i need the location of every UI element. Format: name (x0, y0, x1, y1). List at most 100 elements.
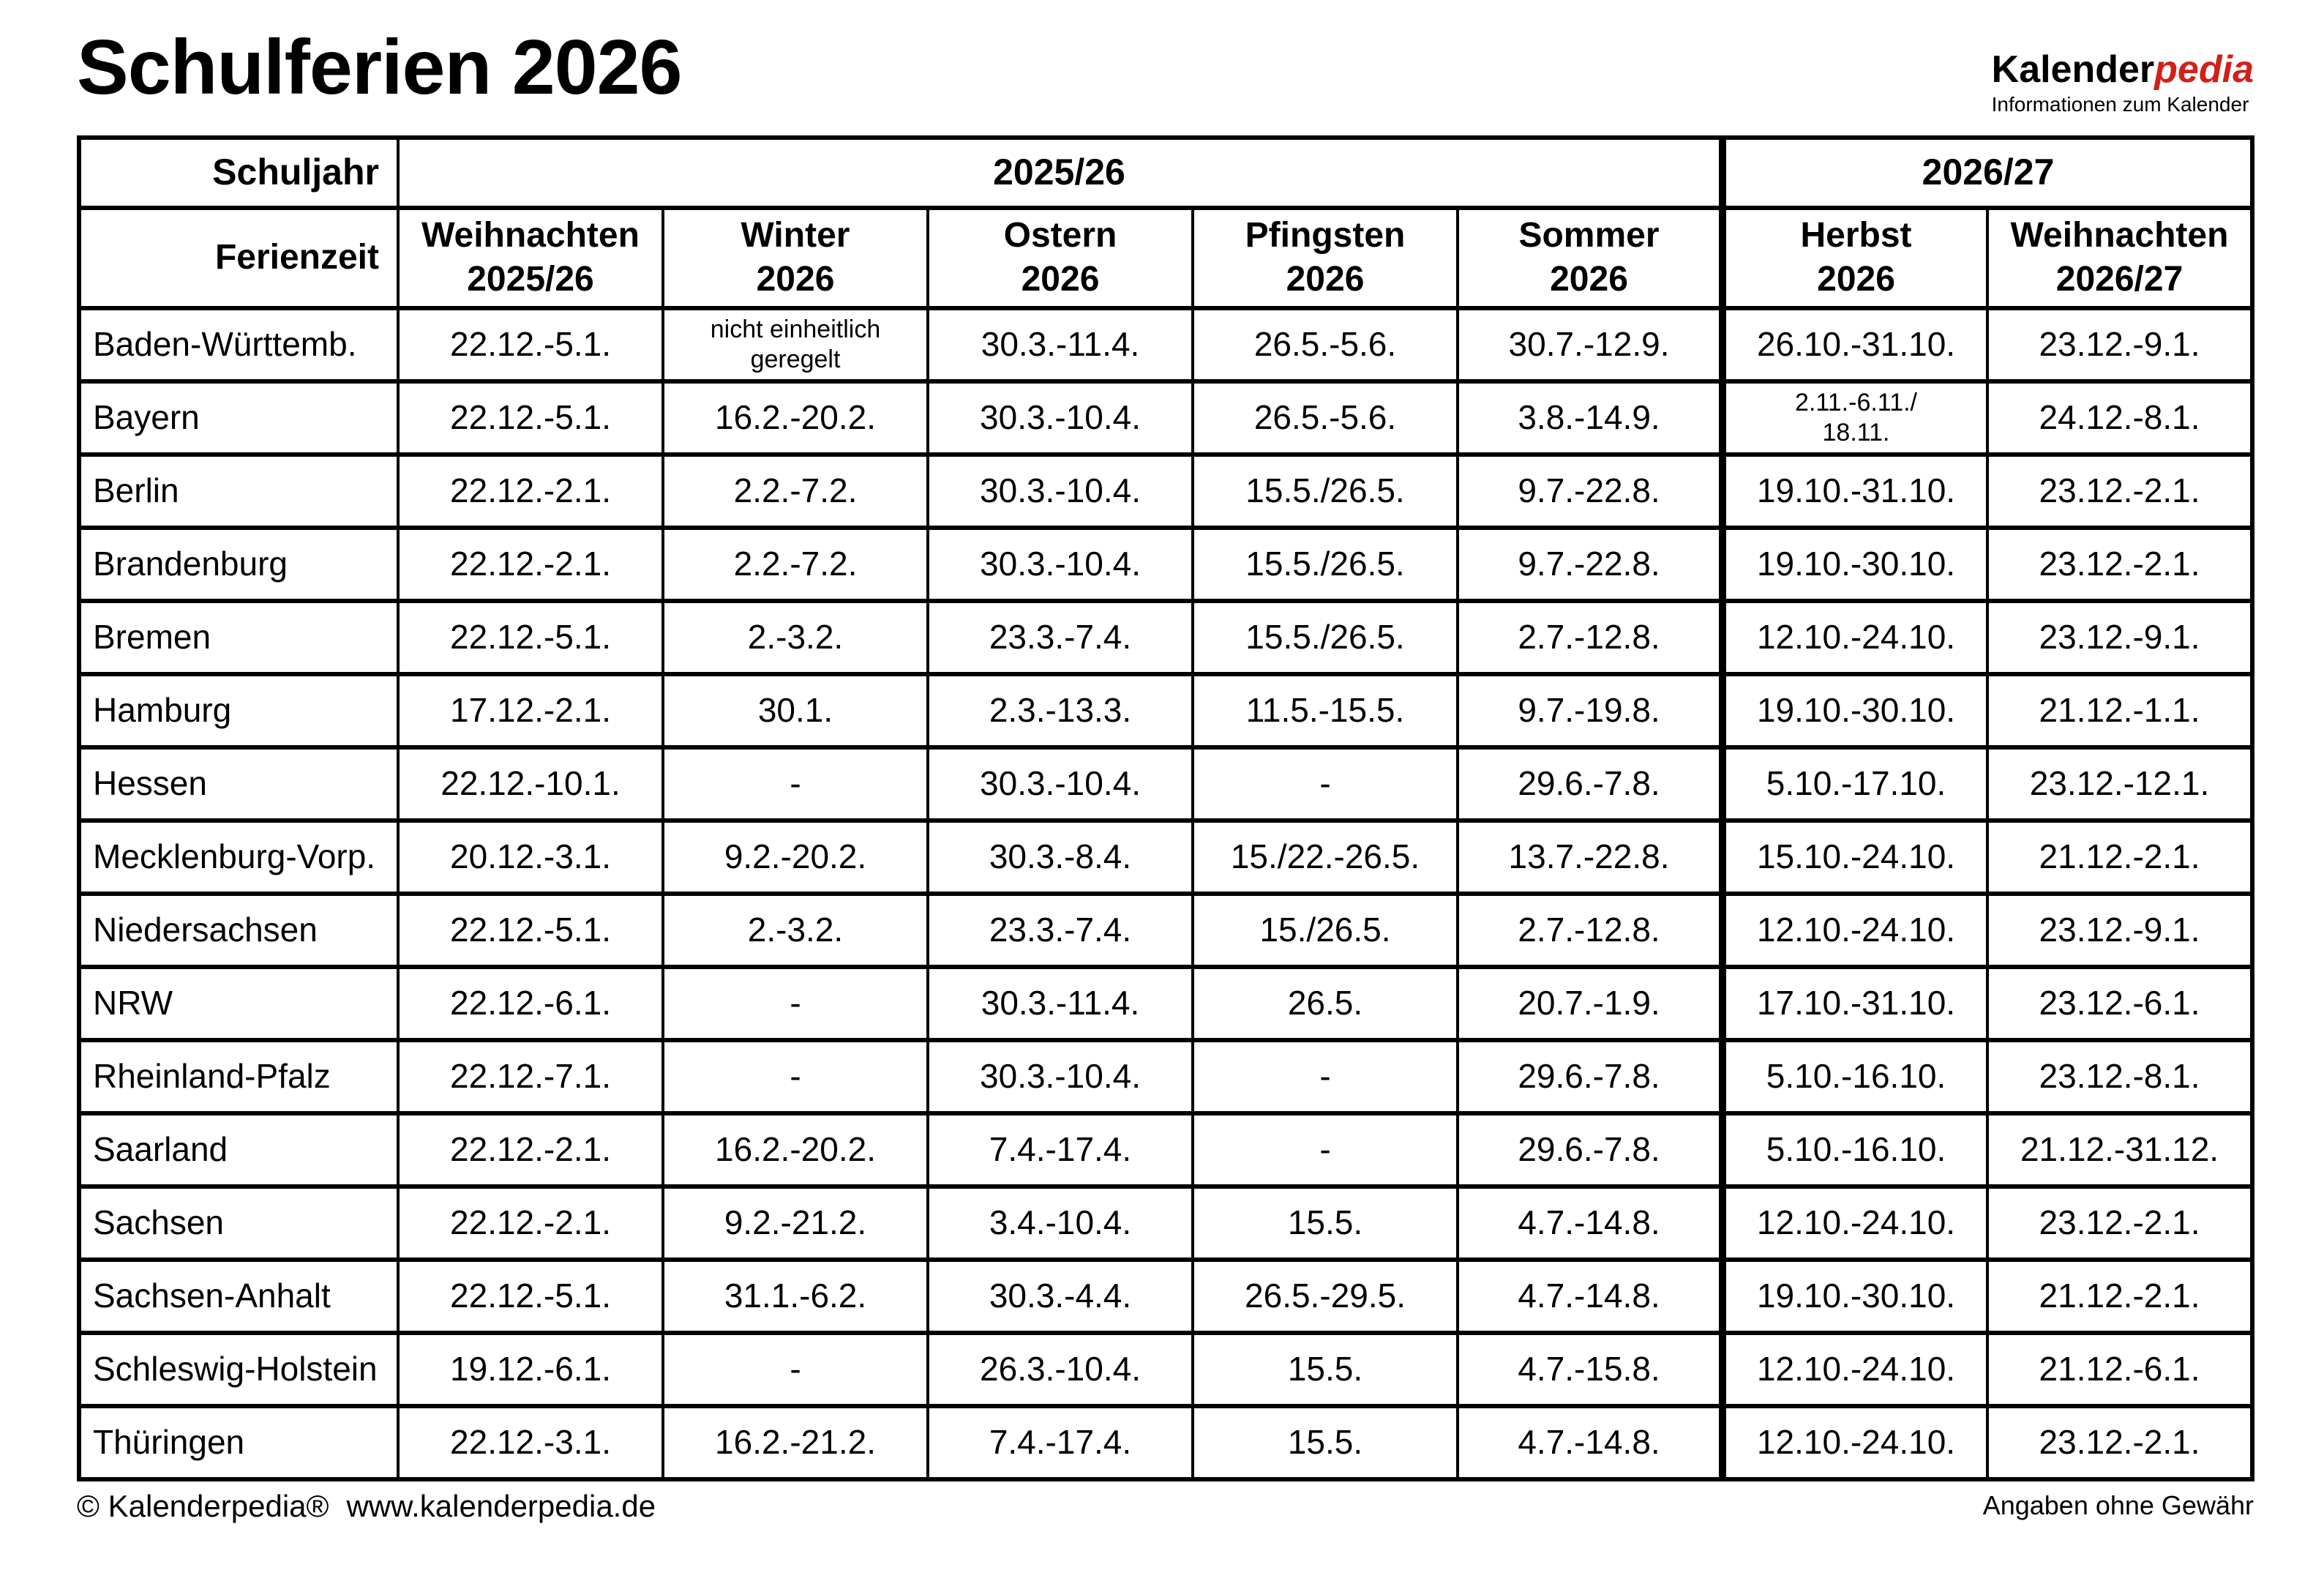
holiday-cell: 19.10.-30.10. (1719, 525, 1990, 603)
holiday-cell: 22.12.-3.1. (397, 1403, 664, 1481)
state-name: Brandenburg (78, 525, 400, 603)
logo-brand: Kalenderpedia (1992, 50, 2254, 90)
holiday-cell: 17.10.-31.10. (1719, 964, 1990, 1042)
holiday-cell: 4.7.-14.8. (1455, 1403, 1725, 1481)
holiday-cell: 2.2.-7.2. (661, 452, 929, 530)
holiday-cell: 19.10.-30.10. (1719, 1257, 1990, 1335)
holiday-cell: 15.5./26.5. (1191, 452, 1459, 530)
holiday-cell: 23.12.-9.1. (1986, 598, 2254, 676)
holiday-cell: 11.5.-15.5. (1191, 671, 1459, 750)
holiday-cell: 23.12.-6.1. (1986, 964, 2254, 1042)
col-header-herbst-2026: Herbst 2026 (1719, 205, 1990, 310)
logo-tagline: Informationen zum Kalender (1991, 92, 2249, 116)
holiday-cell: 12.10.-24.10. (1719, 598, 1990, 676)
holiday-cell: 15.10.-24.10. (1719, 818, 1990, 896)
holiday-cell: 12.10.-24.10. (1719, 1184, 1990, 1262)
holiday-cell: 2.3.-13.3. (926, 671, 1194, 750)
website-link[interactable]: www.kalenderpedia.de (346, 1488, 656, 1523)
kalenderpedia-logo: Kalenderpedia Informationen zum Kalender (1992, 50, 2254, 116)
holiday-cell: 2.11.-6.11./ 18.11. (1719, 378, 1990, 457)
state-name: Mecklenburg-Vorp. (78, 818, 400, 896)
holiday-cell: 30.3.-10.4. (926, 744, 1194, 823)
holiday-cell: nicht einheitlich geregelt (661, 305, 929, 384)
state-name: NRW (78, 964, 400, 1042)
holiday-cell: 19.10.-31.10. (1719, 452, 1990, 530)
col-header-winter-2026: Winter 2026 (661, 205, 929, 310)
holiday-cell: 15.5. (1191, 1403, 1459, 1481)
holiday-cell: 29.6.-7.8. (1455, 744, 1725, 823)
holiday-cell: - (661, 744, 929, 823)
holiday-cell: 12.10.-24.10. (1719, 1330, 1990, 1408)
holiday-cell: 17.12.-2.1. (397, 671, 664, 750)
state-name: Berlin (78, 452, 400, 530)
holiday-cell: 30.3.-10.4. (926, 378, 1194, 457)
holiday-cell: 2.-3.2. (661, 891, 929, 969)
holiday-cell: 9.7.-22.8. (1455, 452, 1725, 530)
holiday-cell: 20.7.-1.9. (1455, 964, 1725, 1042)
holiday-cell: 21.12.-2.1. (1986, 818, 2254, 896)
copyright-text: © Kalenderpedia® (77, 1488, 329, 1523)
holiday-cell: 30.3.-10.4. (926, 452, 1194, 530)
holiday-cell: - (1191, 1037, 1459, 1115)
holiday-cell: 23.12.-2.1. (1986, 1403, 2254, 1481)
table-row: Thüringen 22.12.-3.1. 16.2.-21.2. 7.4.-1… (78, 1403, 2254, 1481)
holiday-cell: 26.3.-10.4. (926, 1330, 1194, 1408)
state-name: Saarland (78, 1110, 400, 1189)
holiday-cell: 22.12.-2.1. (397, 525, 664, 603)
holiday-cell: 2.7.-12.8. (1455, 598, 1725, 676)
state-name: Bayern (78, 378, 400, 457)
schoolyear-header-row: Schuljahr 2025/26 2026/27 (78, 135, 2254, 210)
holiday-cell: 16.2.-20.2. (661, 378, 929, 457)
holiday-cell: 4.7.-14.8. (1455, 1257, 1725, 1335)
footer: © Kalenderpedia® www.kalenderpedia.de An… (77, 1489, 2254, 1524)
holiday-cell: 15.5./26.5. (1191, 525, 1459, 603)
state-name: Rheinland-Pfalz (78, 1037, 400, 1115)
state-name: Hessen (78, 744, 400, 823)
holiday-cell: 26.5. (1191, 964, 1459, 1042)
table-row: Niedersachsen 22.12.-5.1. 2.-3.2. 23.3.-… (78, 891, 2254, 969)
holiday-cell: 22.12.-7.1. (397, 1037, 664, 1115)
holiday-cell: 21.12.-6.1. (1986, 1330, 2254, 1408)
holiday-cell: 9.2.-21.2. (661, 1184, 929, 1262)
page-title: Schulferien 2026 (77, 24, 683, 111)
schuljahr-label: Schuljahr (78, 135, 400, 210)
table-row: Sachsen-Anhalt 22.12.-5.1. 31.1.-6.2. 30… (78, 1257, 2254, 1335)
holiday-cell: 22.12.-5.1. (397, 1257, 664, 1335)
holiday-cell: 3.4.-10.4. (926, 1184, 1194, 1262)
holiday-cell: 23.12.-9.1. (1986, 891, 2254, 969)
table-row: Saarland 22.12.-2.1. 16.2.-20.2. 7.4.-17… (78, 1110, 2254, 1189)
holiday-cell: 9.7.-19.8. (1455, 671, 1725, 750)
state-name: Bremen (78, 598, 400, 676)
state-name: Baden-Württemb. (78, 305, 400, 384)
holiday-cell: 23.12.-8.1. (1986, 1037, 2254, 1115)
holiday-cell: 2.7.-12.8. (1455, 891, 1725, 969)
footer-left: © Kalenderpedia® www.kalenderpedia.de (77, 1489, 656, 1524)
state-name: Sachsen-Anhalt (78, 1257, 400, 1335)
table-row: Rheinland-Pfalz 22.12.-7.1. - 30.3.-10.4… (78, 1037, 2254, 1115)
holiday-cell: 2.-3.2. (661, 598, 929, 676)
holiday-cell: 24.12.-8.1. (1986, 378, 2254, 457)
holiday-cell: 22.12.-6.1. (397, 964, 664, 1042)
table-body: Baden-Württemb. 22.12.-5.1. nicht einhei… (78, 305, 2254, 1481)
table-header: Schuljahr 2025/26 2026/27 Ferienzeit Wei… (78, 135, 2254, 310)
holiday-cell: 26.5.-5.6. (1191, 378, 1459, 457)
holiday-cell: 13.7.-22.8. (1455, 818, 1725, 896)
col-header-weihnachten-2025-26: Weihnachten 2025/26 (397, 205, 664, 310)
holiday-cell: 23.12.-9.1. (1986, 305, 2254, 384)
holiday-cell: 23.12.-2.1. (1986, 452, 2254, 530)
table-row: Hamburg 17.12.-2.1. 30.1. 2.3.-13.3. 11.… (78, 671, 2254, 750)
table-row: Hessen 22.12.-10.1. - 30.3.-10.4. - 29.6… (78, 744, 2254, 823)
holiday-cell: 30.3.-11.4. (926, 305, 1194, 384)
holiday-cell: 30.1. (661, 671, 929, 750)
holiday-cell: 22.12.-5.1. (397, 305, 664, 384)
holiday-cell: 19.10.-30.10. (1719, 671, 1990, 750)
holiday-cell: 31.1.-6.2. (661, 1257, 929, 1335)
state-name: Schleswig-Holstein (78, 1330, 400, 1408)
holiday-cell: 4.7.-14.8. (1455, 1184, 1725, 1262)
holiday-cell: 29.6.-7.8. (1455, 1037, 1725, 1115)
holiday-cell: 15./26.5. (1191, 891, 1459, 969)
year-group-2026-27: 2026/27 (1719, 135, 2254, 210)
logo-brand-red: pedia (2154, 48, 2254, 91)
holiday-cell: 22.12.-5.1. (397, 891, 664, 969)
holiday-cell: 30.3.-10.4. (926, 1037, 1194, 1115)
